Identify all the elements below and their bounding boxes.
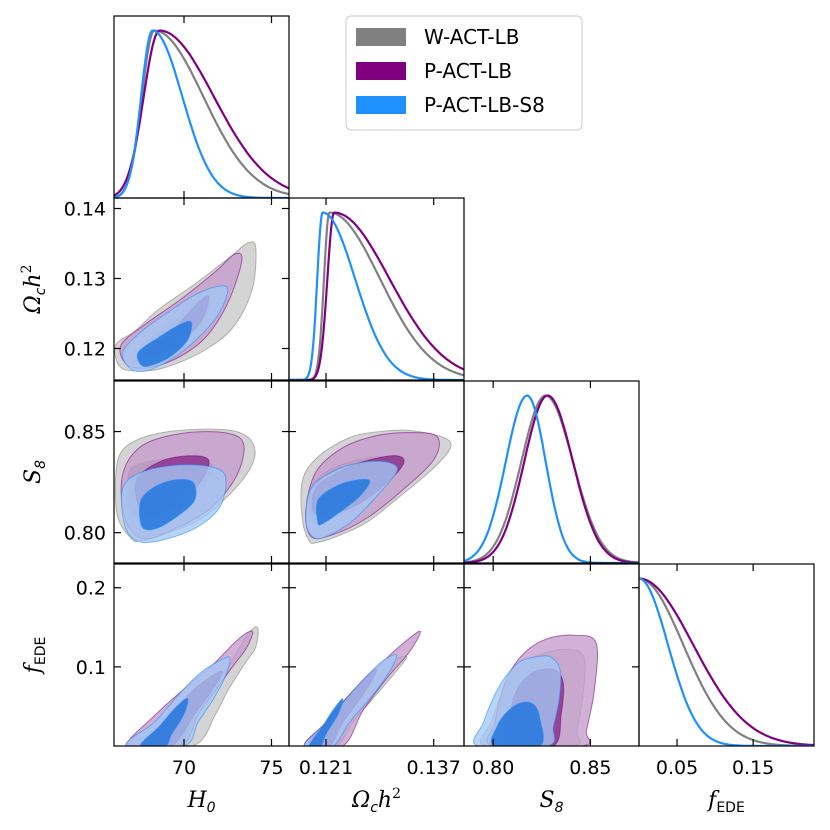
contour-outer-H0-fEDE-p-act-lb-s8 — [125, 656, 231, 746]
panel-fEDE-fEDE-frame — [638, 563, 815, 747]
marginal-omch2-w-act-lb — [289, 211, 464, 380]
panel-H0-S8-content — [114, 428, 256, 544]
contour-inner-H0-S8-p-act-lb-s8 — [138, 478, 197, 531]
legend-swatch-p-act-lb-s8 — [356, 96, 406, 114]
x-tick-label-H0: 75 — [259, 757, 283, 779]
panel-H0-fEDE — [113, 563, 290, 747]
marginal-fEDE-p-act-lb-s8 — [639, 577, 814, 746]
y-tick-label-S8: 0.80 — [64, 523, 106, 545]
y-axis-label-S8: S8 — [21, 460, 49, 484]
marginal-H0-p-act-lb — [114, 29, 289, 197]
legend-swatch-p-act-lb — [356, 62, 406, 80]
y-tick-label-omch2: 0.12 — [64, 339, 106, 361]
panel-omch2-omch2 — [288, 197, 465, 381]
panel-S8-fEDE — [463, 563, 640, 747]
panel-omch2-omch2-content — [289, 211, 464, 380]
panel-omch2-S8-content — [300, 429, 452, 544]
x-axis-label-H0: H0 — [186, 788, 215, 816]
y-tick-label-omch2: 0.13 — [64, 269, 106, 291]
marginal-fEDE-p-act-lb — [639, 577, 814, 746]
marginal-H0-p-act-lb-s8 — [114, 29, 289, 198]
marginal-omch2-p-act-lb — [289, 211, 464, 380]
marginal-S8-p-act-lb — [464, 394, 639, 563]
contour-inner-omch2-S8-p-act-lb-s8 — [315, 478, 371, 526]
panel-fEDE-fEDE — [638, 563, 815, 747]
x-axis-label-S8: S8 — [540, 788, 564, 816]
panel-H0-omch2-content — [114, 241, 257, 373]
legend-swatch-w-act-lb — [356, 28, 406, 46]
panel-H0-omch2 — [113, 197, 290, 381]
panel-S8-fEDE-content — [473, 634, 599, 746]
panel-H0-fEDE-content — [125, 626, 259, 746]
x-tick-label-S8: 0.80 — [472, 757, 514, 779]
y-tick-label-omch2: 0.14 — [64, 199, 106, 221]
panel-fEDE-fEDE-content — [639, 577, 814, 746]
panel-H0-H0 — [113, 15, 290, 199]
legend: W-ACT-LB P-ACT-LB P-ACT-LB-S8 — [345, 15, 583, 131]
panel-omch2-fEDE — [288, 563, 465, 747]
contour-inner-S8-fEDE-p-act-lb-s8 — [490, 701, 544, 746]
contour-inner-H0-omch2-p-act-lb-s8 — [136, 320, 193, 368]
x-tick-label-omch2: 0.137 — [407, 757, 461, 779]
panel-H0-H0-content — [114, 29, 289, 198]
legend-label-w-act-lb: W-ACT-LB — [424, 25, 520, 49]
panel-omch2-fEDE-frame — [288, 563, 465, 747]
y-axis-label-fEDE: fEDE — [21, 637, 49, 676]
x-tick-label-omch2: 0.121 — [299, 757, 353, 779]
y-tick-label-fEDE: 0.2 — [76, 578, 106, 600]
panel-S8-S8-content — [464, 394, 639, 563]
panel-omch2-omch2-frame — [288, 197, 465, 381]
x-axis-label-fEDE: fEDE — [706, 788, 745, 816]
panel-omch2-fEDE-content — [303, 630, 421, 746]
marginal-fEDE-w-act-lb — [639, 577, 814, 746]
panel-omch2-S8 — [288, 380, 465, 564]
x-tick-label-H0: 70 — [172, 757, 196, 779]
x-tick-label-fEDE: 0.15 — [732, 757, 774, 779]
legend-label-p-act-lb: P-ACT-LB — [424, 59, 512, 83]
y-tick-label-fEDE: 0.1 — [76, 657, 106, 679]
marginal-omch2-p-act-lb-s8 — [289, 211, 464, 380]
legend-label-p-act-lb-s8: P-ACT-LB-S8 — [424, 93, 545, 117]
x-tick-label-fEDE: 0.05 — [656, 757, 698, 779]
x-axis-label-omch2: Ωch2 — [351, 786, 401, 816]
marginal-S8-p-act-lb-s8 — [464, 394, 639, 563]
panel-S8-S8 — [463, 380, 640, 564]
panel-S8-S8-frame — [463, 380, 640, 564]
x-tick-label-S8: 0.85 — [569, 757, 611, 779]
y-axis-label-omch2: Ωch2 — [19, 264, 49, 314]
panel-H0-S8 — [113, 380, 290, 564]
marginal-S8-w-act-lb — [464, 394, 639, 563]
y-tick-label-S8: 0.85 — [64, 422, 106, 444]
